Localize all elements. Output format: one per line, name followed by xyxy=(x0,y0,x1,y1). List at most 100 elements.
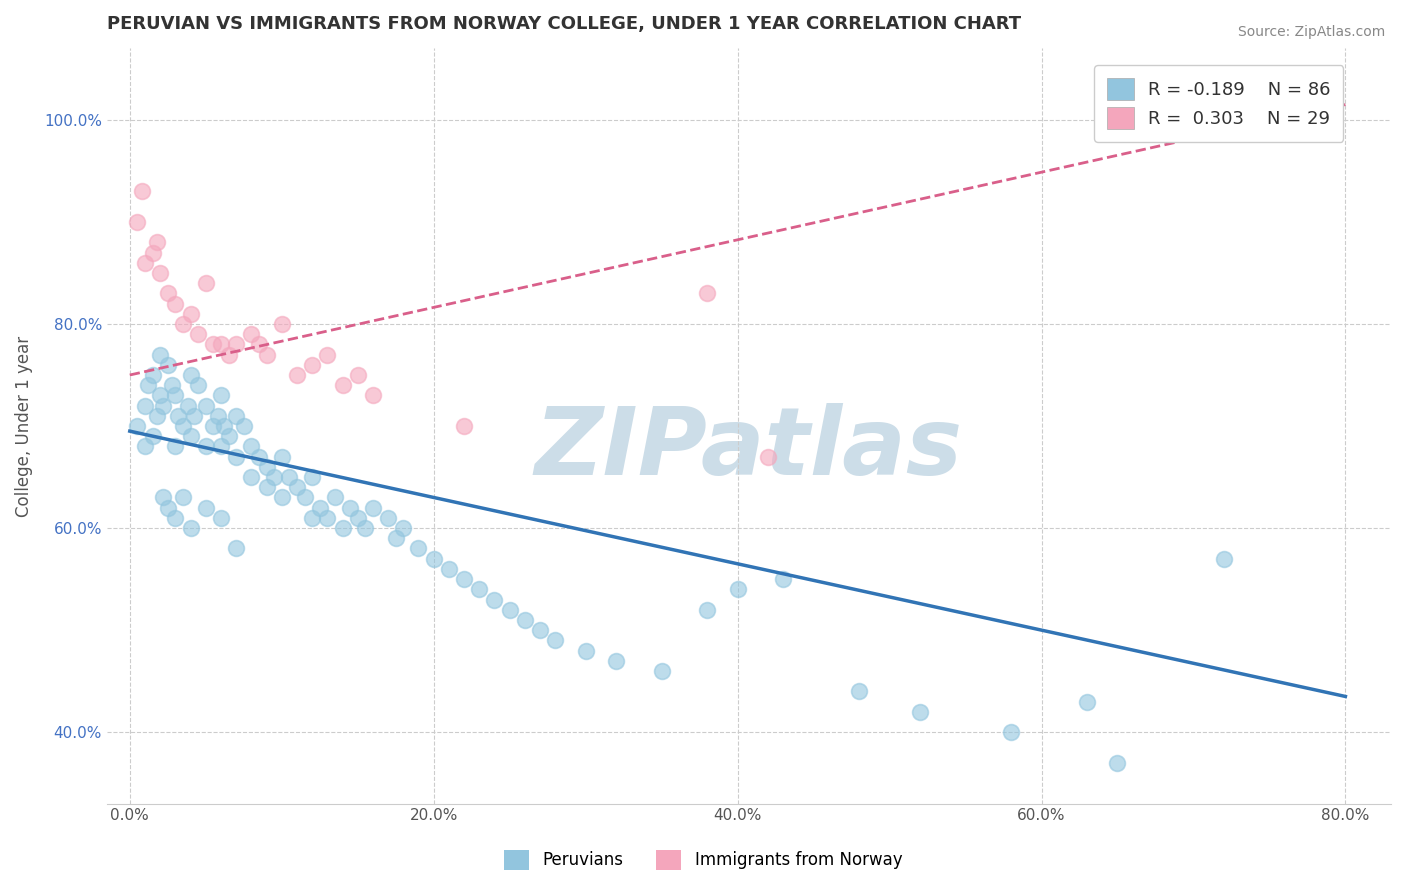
Point xyxy=(149,388,172,402)
Point xyxy=(142,368,165,382)
Point xyxy=(332,378,354,392)
Point xyxy=(453,572,475,586)
Point xyxy=(187,378,209,392)
Point xyxy=(1076,695,1098,709)
Point xyxy=(209,511,232,525)
Point xyxy=(651,664,673,678)
Point xyxy=(225,409,247,423)
Legend: R = -0.189    N = 86, R =  0.303    N = 29: R = -0.189 N = 86, R = 0.303 N = 29 xyxy=(1094,65,1344,142)
Point xyxy=(134,439,156,453)
Point xyxy=(270,491,292,505)
Point xyxy=(1000,725,1022,739)
Point xyxy=(134,399,156,413)
Point xyxy=(247,450,270,464)
Point xyxy=(146,409,169,423)
Point xyxy=(294,491,316,505)
Point xyxy=(696,603,718,617)
Point xyxy=(256,480,278,494)
Point xyxy=(209,388,232,402)
Point xyxy=(247,337,270,351)
Point xyxy=(756,450,779,464)
Point xyxy=(772,572,794,586)
Point xyxy=(1212,551,1234,566)
Point xyxy=(152,399,174,413)
Point xyxy=(263,470,285,484)
Point xyxy=(301,358,323,372)
Point xyxy=(225,541,247,556)
Text: Source: ZipAtlas.com: Source: ZipAtlas.com xyxy=(1237,25,1385,39)
Point xyxy=(209,439,232,453)
Point xyxy=(498,603,520,617)
Point xyxy=(207,409,229,423)
Point xyxy=(194,500,217,515)
Point xyxy=(232,419,254,434)
Point xyxy=(316,511,339,525)
Point xyxy=(156,500,179,515)
Point xyxy=(180,521,202,535)
Point xyxy=(270,450,292,464)
Point xyxy=(194,276,217,290)
Point xyxy=(437,562,460,576)
Point xyxy=(142,245,165,260)
Point xyxy=(908,705,931,719)
Point xyxy=(202,337,225,351)
Point xyxy=(354,521,377,535)
Point xyxy=(544,633,567,648)
Point xyxy=(240,327,263,342)
Point xyxy=(392,521,415,535)
Point xyxy=(225,450,247,464)
Point xyxy=(180,307,202,321)
Point xyxy=(332,521,354,535)
Point xyxy=(422,551,444,566)
Point xyxy=(180,429,202,443)
Point xyxy=(484,592,506,607)
Legend: Peruvians, Immigrants from Norway: Peruvians, Immigrants from Norway xyxy=(496,843,910,877)
Point xyxy=(172,317,194,331)
Point xyxy=(187,327,209,342)
Point xyxy=(149,348,172,362)
Point xyxy=(727,582,749,597)
Point xyxy=(172,419,194,434)
Point xyxy=(225,337,247,351)
Point xyxy=(165,296,187,310)
Point xyxy=(301,511,323,525)
Point xyxy=(529,623,551,637)
Point xyxy=(127,215,149,229)
Point xyxy=(575,643,598,657)
Point xyxy=(285,480,308,494)
Point xyxy=(848,684,870,698)
Point xyxy=(156,358,179,372)
Point xyxy=(377,511,399,525)
Point xyxy=(152,491,174,505)
Point xyxy=(218,348,240,362)
Point xyxy=(149,266,172,280)
Point xyxy=(468,582,491,597)
Point xyxy=(167,409,190,423)
Point xyxy=(136,378,159,392)
Point xyxy=(453,419,475,434)
Point xyxy=(256,459,278,474)
Point xyxy=(278,470,301,484)
Point xyxy=(513,613,536,627)
Point xyxy=(301,470,323,484)
Point xyxy=(408,541,430,556)
Point xyxy=(134,256,156,270)
Point xyxy=(339,500,361,515)
Point xyxy=(127,419,149,434)
Point xyxy=(212,419,235,434)
Point xyxy=(165,439,187,453)
Point xyxy=(131,184,153,198)
Point xyxy=(346,511,368,525)
Point xyxy=(285,368,308,382)
Point xyxy=(605,654,627,668)
Point xyxy=(1107,756,1129,770)
Point xyxy=(180,368,202,382)
Point xyxy=(172,491,194,505)
Point xyxy=(165,511,187,525)
Point xyxy=(346,368,368,382)
Point xyxy=(270,317,292,331)
Point xyxy=(162,378,184,392)
Point xyxy=(240,470,263,484)
Y-axis label: College, Under 1 year: College, Under 1 year xyxy=(15,335,32,516)
Point xyxy=(194,399,217,413)
